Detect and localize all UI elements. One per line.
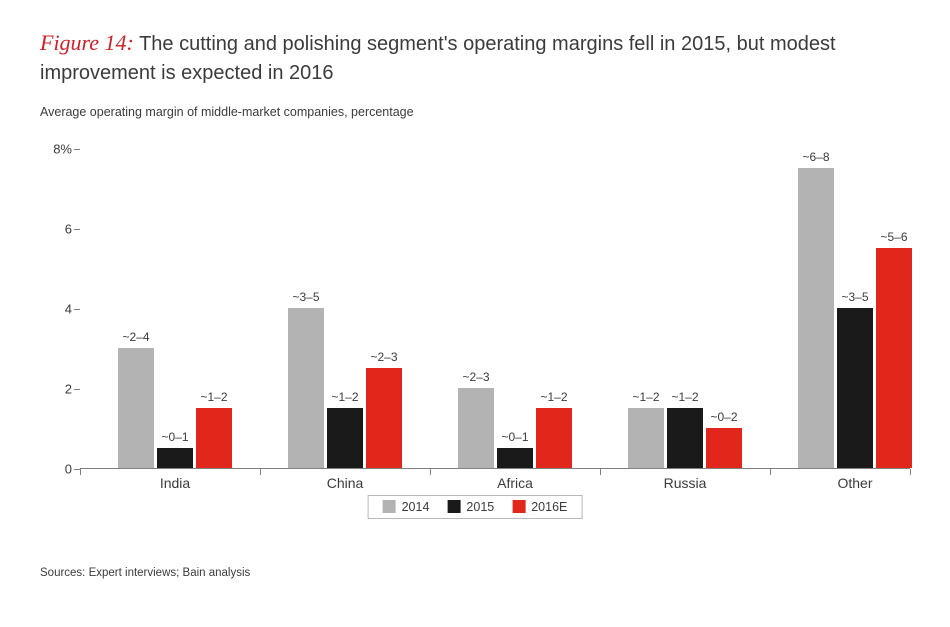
bar: ~1–2 bbox=[628, 408, 664, 468]
y-tick-mark bbox=[74, 309, 80, 310]
bar-value-label: ~1–2 bbox=[540, 390, 567, 404]
bar: ~1–2 bbox=[196, 408, 232, 468]
x-tick-mark bbox=[910, 469, 911, 475]
y-tick-mark bbox=[74, 149, 80, 150]
bar-value-label: ~6–8 bbox=[802, 150, 829, 164]
y-tick-label: 2 bbox=[65, 381, 72, 396]
bar-value-label: ~3–5 bbox=[292, 290, 319, 304]
y-tick-label: 8% bbox=[53, 141, 72, 156]
legend-swatch bbox=[383, 500, 396, 513]
y-tick-mark bbox=[74, 229, 80, 230]
x-category-label: India bbox=[160, 475, 190, 491]
x-tick-mark bbox=[80, 469, 81, 475]
bar-value-label: ~0–1 bbox=[501, 430, 528, 444]
bar: ~0–2 bbox=[706, 428, 742, 468]
legend-item: 2014 bbox=[383, 500, 430, 514]
legend-label: 2016E bbox=[531, 500, 567, 514]
x-category-label: Africa bbox=[497, 475, 533, 491]
x-category-label: Russia bbox=[664, 475, 707, 491]
bar: ~1–2 bbox=[327, 408, 363, 468]
bar-value-label: ~2–3 bbox=[462, 370, 489, 384]
bar: ~0–1 bbox=[497, 448, 533, 468]
bar-value-label: ~0–1 bbox=[161, 430, 188, 444]
sources-text: Sources: Expert interviews; Bain analysi… bbox=[40, 567, 910, 579]
y-tick-label: 4 bbox=[65, 301, 72, 316]
figure-title: Figure 14: The cutting and polishing seg… bbox=[40, 28, 910, 87]
x-category-label: Other bbox=[837, 475, 872, 491]
bar: ~1–2 bbox=[667, 408, 703, 468]
x-tick-mark bbox=[600, 469, 601, 475]
bar-chart: 02468% ~2–4~0–1~1–2~3–5~1–2~2–3~2–3~0–1~… bbox=[40, 149, 910, 509]
y-tick-mark bbox=[74, 389, 80, 390]
bar-value-label: ~1–2 bbox=[331, 390, 358, 404]
legend-swatch bbox=[447, 500, 460, 513]
figure-number: Figure 14: bbox=[40, 30, 134, 55]
legend-label: 2015 bbox=[466, 500, 494, 514]
bar-value-label: ~3–5 bbox=[841, 290, 868, 304]
y-tick-label: 0 bbox=[65, 461, 72, 476]
bar: ~0–1 bbox=[157, 448, 193, 468]
y-tick-label: 6 bbox=[65, 221, 72, 236]
bar-value-label: ~1–2 bbox=[671, 390, 698, 404]
bar-value-label: ~2–4 bbox=[122, 330, 149, 344]
legend-item: 2015 bbox=[447, 500, 494, 514]
x-tick-mark bbox=[430, 469, 431, 475]
bar-value-label: ~1–2 bbox=[632, 390, 659, 404]
bar-value-label: ~0–2 bbox=[710, 410, 737, 424]
x-tick-mark bbox=[260, 469, 261, 475]
figure-container: Figure 14: The cutting and polishing seg… bbox=[0, 0, 950, 627]
figure-title-text: The cutting and polishing segment's oper… bbox=[40, 33, 836, 84]
bar: ~3–5 bbox=[288, 308, 324, 468]
legend-swatch bbox=[512, 500, 525, 513]
x-category-label: China bbox=[327, 475, 364, 491]
bar: ~2–3 bbox=[366, 368, 402, 468]
plot-area: ~2–4~0–1~1–2~3–5~1–2~2–3~2–3~0–1~1–2~1–2… bbox=[80, 149, 910, 469]
legend-label: 2014 bbox=[402, 500, 430, 514]
bar: ~5–6 bbox=[876, 248, 912, 468]
bar: ~2–3 bbox=[458, 388, 494, 468]
legend: 2014 2015 2016E bbox=[368, 495, 583, 519]
bar: ~2–4 bbox=[118, 348, 154, 468]
bar: ~3–5 bbox=[837, 308, 873, 468]
bar-value-label: ~5–6 bbox=[880, 230, 907, 244]
bar: ~6–8 bbox=[798, 168, 834, 468]
legend-item: 2016E bbox=[512, 500, 567, 514]
chart-subtitle: Average operating margin of middle-marke… bbox=[40, 105, 910, 119]
x-tick-mark bbox=[770, 469, 771, 475]
bar: ~1–2 bbox=[536, 408, 572, 468]
bar-value-label: ~1–2 bbox=[200, 390, 227, 404]
bar-value-label: ~2–3 bbox=[370, 350, 397, 364]
